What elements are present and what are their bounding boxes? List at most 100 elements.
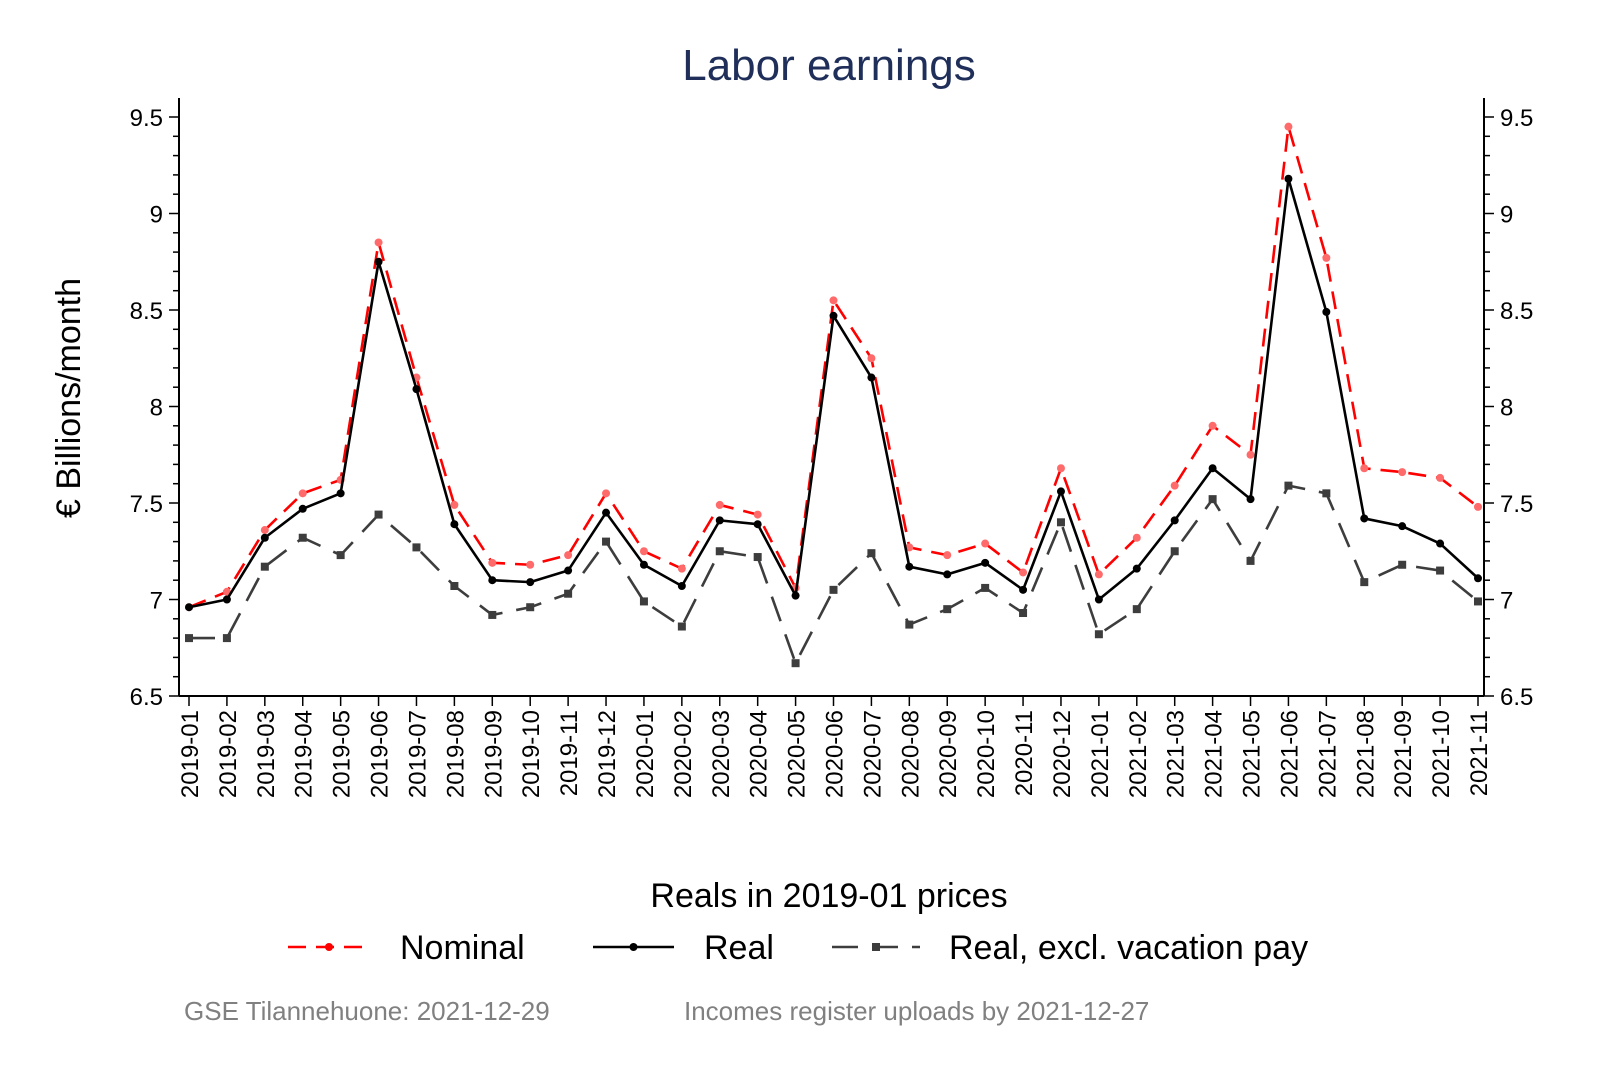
data-point	[791, 591, 800, 600]
y-tick-label-left: 7	[150, 588, 163, 615]
legend-marker	[629, 943, 638, 951]
data-point	[1094, 595, 1103, 604]
data-point	[1284, 174, 1293, 183]
data-point	[185, 603, 193, 612]
data-point	[1246, 450, 1255, 459]
x-tick-label: 2021-10	[1428, 710, 1455, 798]
series-line	[188, 125, 1479, 609]
data-point	[1474, 574, 1482, 583]
data-point	[1170, 547, 1179, 556]
x-tick-label: 2021-05	[1239, 710, 1266, 798]
data-point	[488, 576, 497, 585]
legend-marker	[872, 943, 880, 951]
data-point	[639, 597, 648, 606]
x-tick-label: 2019-02	[215, 710, 242, 798]
data-point	[1208, 495, 1217, 504]
data-point	[981, 583, 990, 592]
data-point	[1170, 516, 1179, 525]
data-point	[905, 543, 914, 552]
data-point	[829, 296, 838, 305]
data-point	[753, 553, 762, 562]
data-point	[526, 603, 535, 612]
data-point	[943, 605, 952, 614]
legend-marker	[325, 943, 333, 951]
data-point	[715, 516, 724, 525]
data-point	[602, 489, 611, 498]
data-point	[1360, 464, 1369, 473]
x-tick-label: 2019-11	[556, 710, 583, 796]
data-point	[1398, 522, 1407, 531]
data-point	[1474, 502, 1482, 511]
data-point	[1019, 609, 1028, 618]
data-point	[260, 533, 269, 542]
data-point	[1208, 464, 1217, 473]
data-point	[867, 373, 876, 382]
data-point	[1436, 539, 1445, 548]
data-point	[488, 610, 497, 619]
y-tick-label-right: 7.5	[1500, 491, 1533, 518]
data-point	[564, 589, 573, 598]
data-point	[222, 595, 231, 604]
legend-title: Reals in 2019-01 prices	[650, 877, 1007, 915]
legend: Nominal Real Real, excl. vacation pay	[288, 929, 1308, 967]
data-point	[791, 659, 800, 668]
data-point	[943, 551, 952, 560]
data-point	[715, 500, 724, 509]
data-point	[1019, 568, 1028, 577]
x-tick-label: 2019-04	[291, 710, 318, 798]
data-point	[1170, 481, 1179, 490]
data-point	[1094, 630, 1103, 639]
legend-label: Real	[704, 929, 774, 967]
x-tick-label: 2019-06	[367, 710, 394, 798]
x-tick-label: 2020-05	[784, 710, 811, 798]
data-point	[260, 526, 269, 535]
data-point	[753, 510, 762, 519]
data-point	[1056, 487, 1065, 496]
x-tick-label: 2020-02	[670, 710, 697, 798]
data-point	[260, 562, 269, 571]
data-point	[677, 581, 686, 590]
data-point	[1322, 307, 1331, 316]
data-point	[450, 520, 459, 529]
data-point	[602, 508, 611, 517]
data-point	[867, 549, 876, 558]
x-tick-label: 2020-07	[859, 710, 886, 798]
x-tick-label: 2021-04	[1201, 710, 1228, 798]
data-point	[374, 238, 383, 247]
data-point	[526, 578, 535, 587]
y-tick-label-right: 8.5	[1500, 298, 1533, 325]
x-tick-label: 2019-03	[253, 710, 280, 798]
x-tick-label: 2019-01	[177, 710, 204, 798]
data-point	[1436, 566, 1445, 575]
data-point	[639, 547, 648, 556]
x-tick-label: 2019-10	[518, 710, 545, 798]
data-point	[1246, 556, 1255, 565]
series-2	[185, 481, 1482, 668]
data-point	[1398, 468, 1407, 477]
data-point	[298, 504, 307, 513]
y-tick-label-left: 9.5	[130, 105, 163, 132]
y-axis-left: 6.5 7 7.5 8 8.5 9 9.5	[130, 105, 179, 711]
x-tick-label: 2020-04	[746, 710, 773, 798]
y-tick-label-right: 6.5	[1500, 684, 1533, 711]
legend-item-2: Real, excl. vacation pay	[832, 929, 1308, 967]
data-point	[677, 622, 686, 631]
x-tick-label: 2021-03	[1163, 710, 1190, 798]
series-layer	[185, 122, 1482, 668]
x-axis: 2019-01 2019-02 2019-03 2019-04 2019-05 2019-…	[177, 696, 1493, 798]
x-tick-label: 2019-12	[594, 710, 621, 798]
x-tick-label: 2021-02	[1125, 710, 1152, 798]
legend-item-0: Nominal	[288, 929, 525, 967]
y-axis-label: € Billions/month	[50, 278, 88, 518]
x-tick-label: 2020-09	[935, 710, 962, 798]
data-point	[829, 585, 838, 594]
data-point	[981, 539, 990, 548]
series-1	[185, 174, 1482, 612]
data-point	[715, 547, 724, 556]
x-tick-label: 2020-08	[897, 710, 924, 798]
y-tick-label-right: 8	[1500, 395, 1513, 422]
y-tick-label-right: 9	[1500, 202, 1513, 229]
axes	[178, 98, 1485, 697]
x-tick-label: 2019-07	[404, 710, 431, 798]
